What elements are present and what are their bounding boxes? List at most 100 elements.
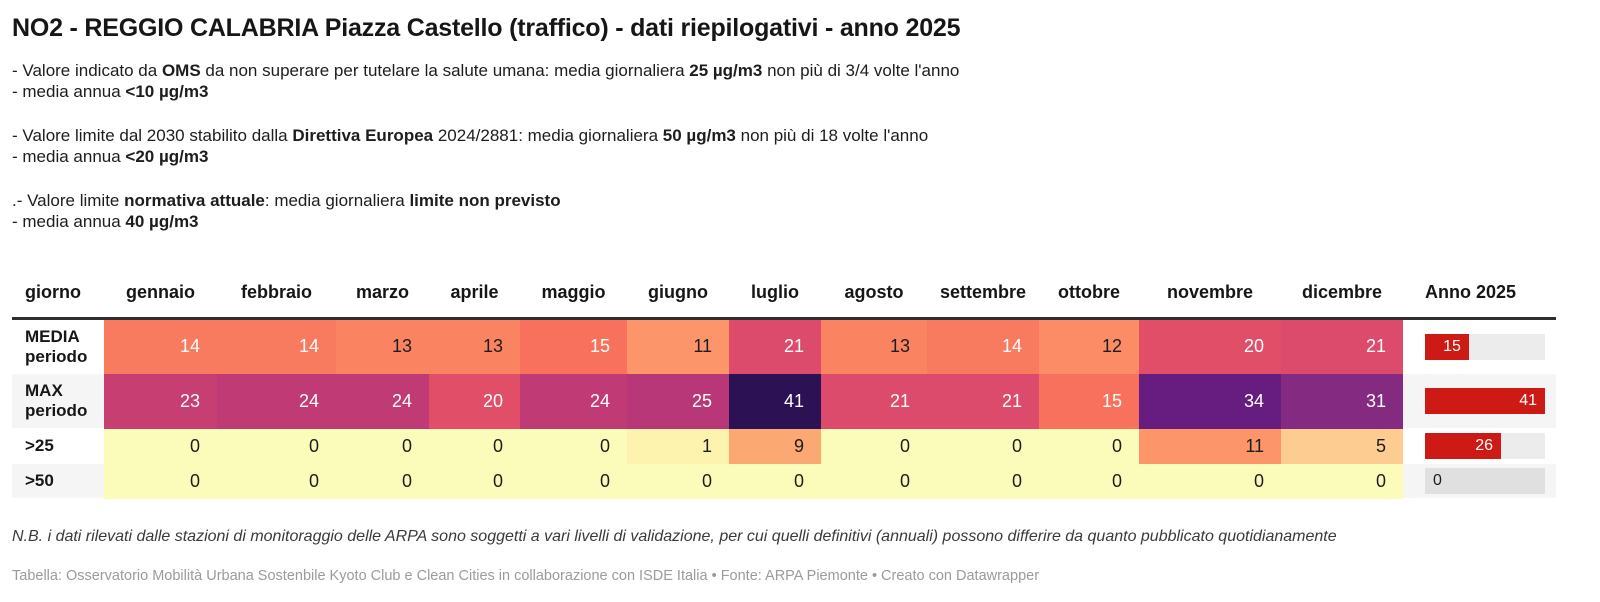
value-cell: 0: [520, 463, 627, 499]
value-cell: 24: [336, 373, 429, 429]
value-cell: 34: [1139, 373, 1281, 429]
bar-value: 15: [1443, 337, 1461, 355]
bar-track: 15: [1425, 333, 1545, 360]
col-header-novembre: novembre: [1139, 276, 1281, 320]
col-header-ottobre: ottobre: [1039, 276, 1139, 320]
col-header-agosto: agosto: [821, 276, 927, 320]
col-header-gennaio: gennaio: [104, 276, 217, 320]
note-eu-line2: - media annua <20 µg/m3: [12, 147, 209, 166]
note-oms-line1: - Valore indicato da OMS da non superare…: [12, 61, 960, 80]
value-cell: 0: [1039, 428, 1139, 464]
col-header-anno-2025: Anno 2025: [1403, 276, 1556, 320]
value-cell: 23: [104, 373, 217, 429]
value-cell: 14: [927, 318, 1039, 374]
anno-bar-cell: 0: [1403, 463, 1556, 499]
value-cell: 0: [104, 463, 217, 499]
page-title: NO2 - REGGIO CALABRIA Piazza Castello (t…: [12, 14, 961, 42]
value-cell: 24: [520, 373, 627, 429]
col-header-febbraio: febbraio: [217, 276, 336, 320]
value-cell: 13: [336, 318, 429, 374]
value-cell: 0: [821, 463, 927, 499]
value-cell: 0: [1281, 463, 1403, 499]
note-eu-line1: - Valore limite dal 2030 stabilito dalla…: [12, 126, 929, 145]
bar-value: 0: [1433, 472, 1442, 489]
value-cell: 0: [1139, 463, 1281, 499]
value-cell: 0: [729, 463, 821, 499]
value-cell: 0: [429, 463, 520, 499]
data-table: giorno gennaio febbraio marzo aprile mag…: [12, 276, 1556, 499]
table-row-max-periodo: MAX periodo 23 24 24 20 24 25 41 21 21 1…: [12, 373, 1556, 429]
bar-fill: 26: [1425, 433, 1502, 459]
value-cell: 0: [336, 463, 429, 499]
value-cell: 13: [429, 318, 520, 374]
bar-fill: 41: [1425, 388, 1545, 414]
bar-fill: 15: [1425, 333, 1469, 360]
note-oms: - Valore indicato da OMS da non superare…: [12, 60, 1556, 102]
value-cell: 14: [104, 318, 217, 374]
value-cell: 0: [927, 463, 1039, 499]
value-cell: 11: [627, 318, 729, 374]
value-cell: 9: [729, 428, 821, 464]
col-header-giugno: giugno: [627, 276, 729, 320]
col-header-giorno: giorno: [12, 276, 104, 320]
col-header-luglio: luglio: [729, 276, 821, 320]
row-label: >50: [12, 463, 104, 499]
value-cell: 21: [927, 373, 1039, 429]
row-label: MAX periodo: [12, 373, 104, 429]
note-direttiva-europea: - Valore limite dal 2030 stabilito dalla…: [12, 125, 1556, 167]
value-cell: 0: [217, 463, 336, 499]
value-cell: 31: [1281, 373, 1403, 429]
value-cell: 24: [217, 373, 336, 429]
row-label: MEDIA periodo: [12, 318, 104, 374]
table-row-gt50: >50 0 0 0 0 0 0 0 0 0 0 0 0 0: [12, 463, 1556, 499]
value-cell: 0: [429, 428, 520, 464]
value-cell: 15: [1039, 373, 1139, 429]
anno-bar-cell: 15: [1403, 318, 1556, 374]
value-cell: 21: [1281, 318, 1403, 374]
note-oms-line2: - media annua <10 µg/m3: [12, 82, 209, 101]
value-cell: 21: [729, 318, 821, 374]
value-cell: 14: [217, 318, 336, 374]
value-cell: 20: [1139, 318, 1281, 374]
col-header-maggio: maggio: [520, 276, 627, 320]
anno-bar-cell: 26: [1403, 428, 1556, 464]
note-normativa-line2: - media annua 40 µg/m3: [12, 212, 199, 231]
row-label: >25: [12, 428, 104, 464]
col-header-aprile: aprile: [429, 276, 520, 320]
value-cell: 0: [104, 428, 217, 464]
value-cell: 0: [520, 428, 627, 464]
value-cell: 0: [1039, 463, 1139, 499]
bar-track: 41: [1425, 388, 1545, 414]
value-cell: 5: [1281, 428, 1403, 464]
note-normativa-line1: .- Valore limite normativa attuale: medi…: [12, 191, 561, 210]
bar-track: 0: [1425, 468, 1545, 494]
value-cell: 0: [217, 428, 336, 464]
col-header-marzo: marzo: [336, 276, 429, 320]
header-row: giorno gennaio febbraio marzo aprile mag…: [12, 276, 1556, 320]
value-cell: 0: [927, 428, 1039, 464]
value-cell: 21: [821, 373, 927, 429]
value-cell: 15: [520, 318, 627, 374]
anno-bar-cell: 41: [1403, 373, 1556, 429]
attribution-line: Tabella: Osservatorio Mobilità Urbana So…: [12, 568, 1040, 584]
col-header-settembre: settembre: [927, 276, 1039, 320]
value-cell: 12: [1039, 318, 1139, 374]
value-cell: 0: [336, 428, 429, 464]
value-cell: 20: [429, 373, 520, 429]
table-row-media-periodo: MEDIA periodo 14 14 13 13 15 11 21 13 14…: [12, 318, 1556, 374]
value-cell: 0: [821, 428, 927, 464]
table-row-gt25: >25 0 0 0 0 0 1 9 0 0 0 11 5 26: [12, 428, 1556, 464]
col-header-dicembre: dicembre: [1281, 276, 1403, 320]
footnote: N.B. i dati rilevati dalle stazioni di m…: [12, 528, 1337, 545]
value-cell: 11: [1139, 428, 1281, 464]
page: NO2 - REGGIO CALABRIA Piazza Castello (t…: [12, 14, 1556, 584]
value-cell: 41: [729, 373, 821, 429]
value-cell: 1: [627, 428, 729, 464]
bar-track: 26: [1425, 433, 1545, 459]
value-cell: 25: [627, 373, 729, 429]
bar-value: 26: [1475, 437, 1494, 454]
value-cell: 0: [627, 463, 729, 499]
value-cell: 13: [821, 318, 927, 374]
note-normativa-attuale: .- Valore limite normativa attuale: medi…: [12, 190, 1556, 232]
bar-value: 41: [1519, 392, 1537, 409]
